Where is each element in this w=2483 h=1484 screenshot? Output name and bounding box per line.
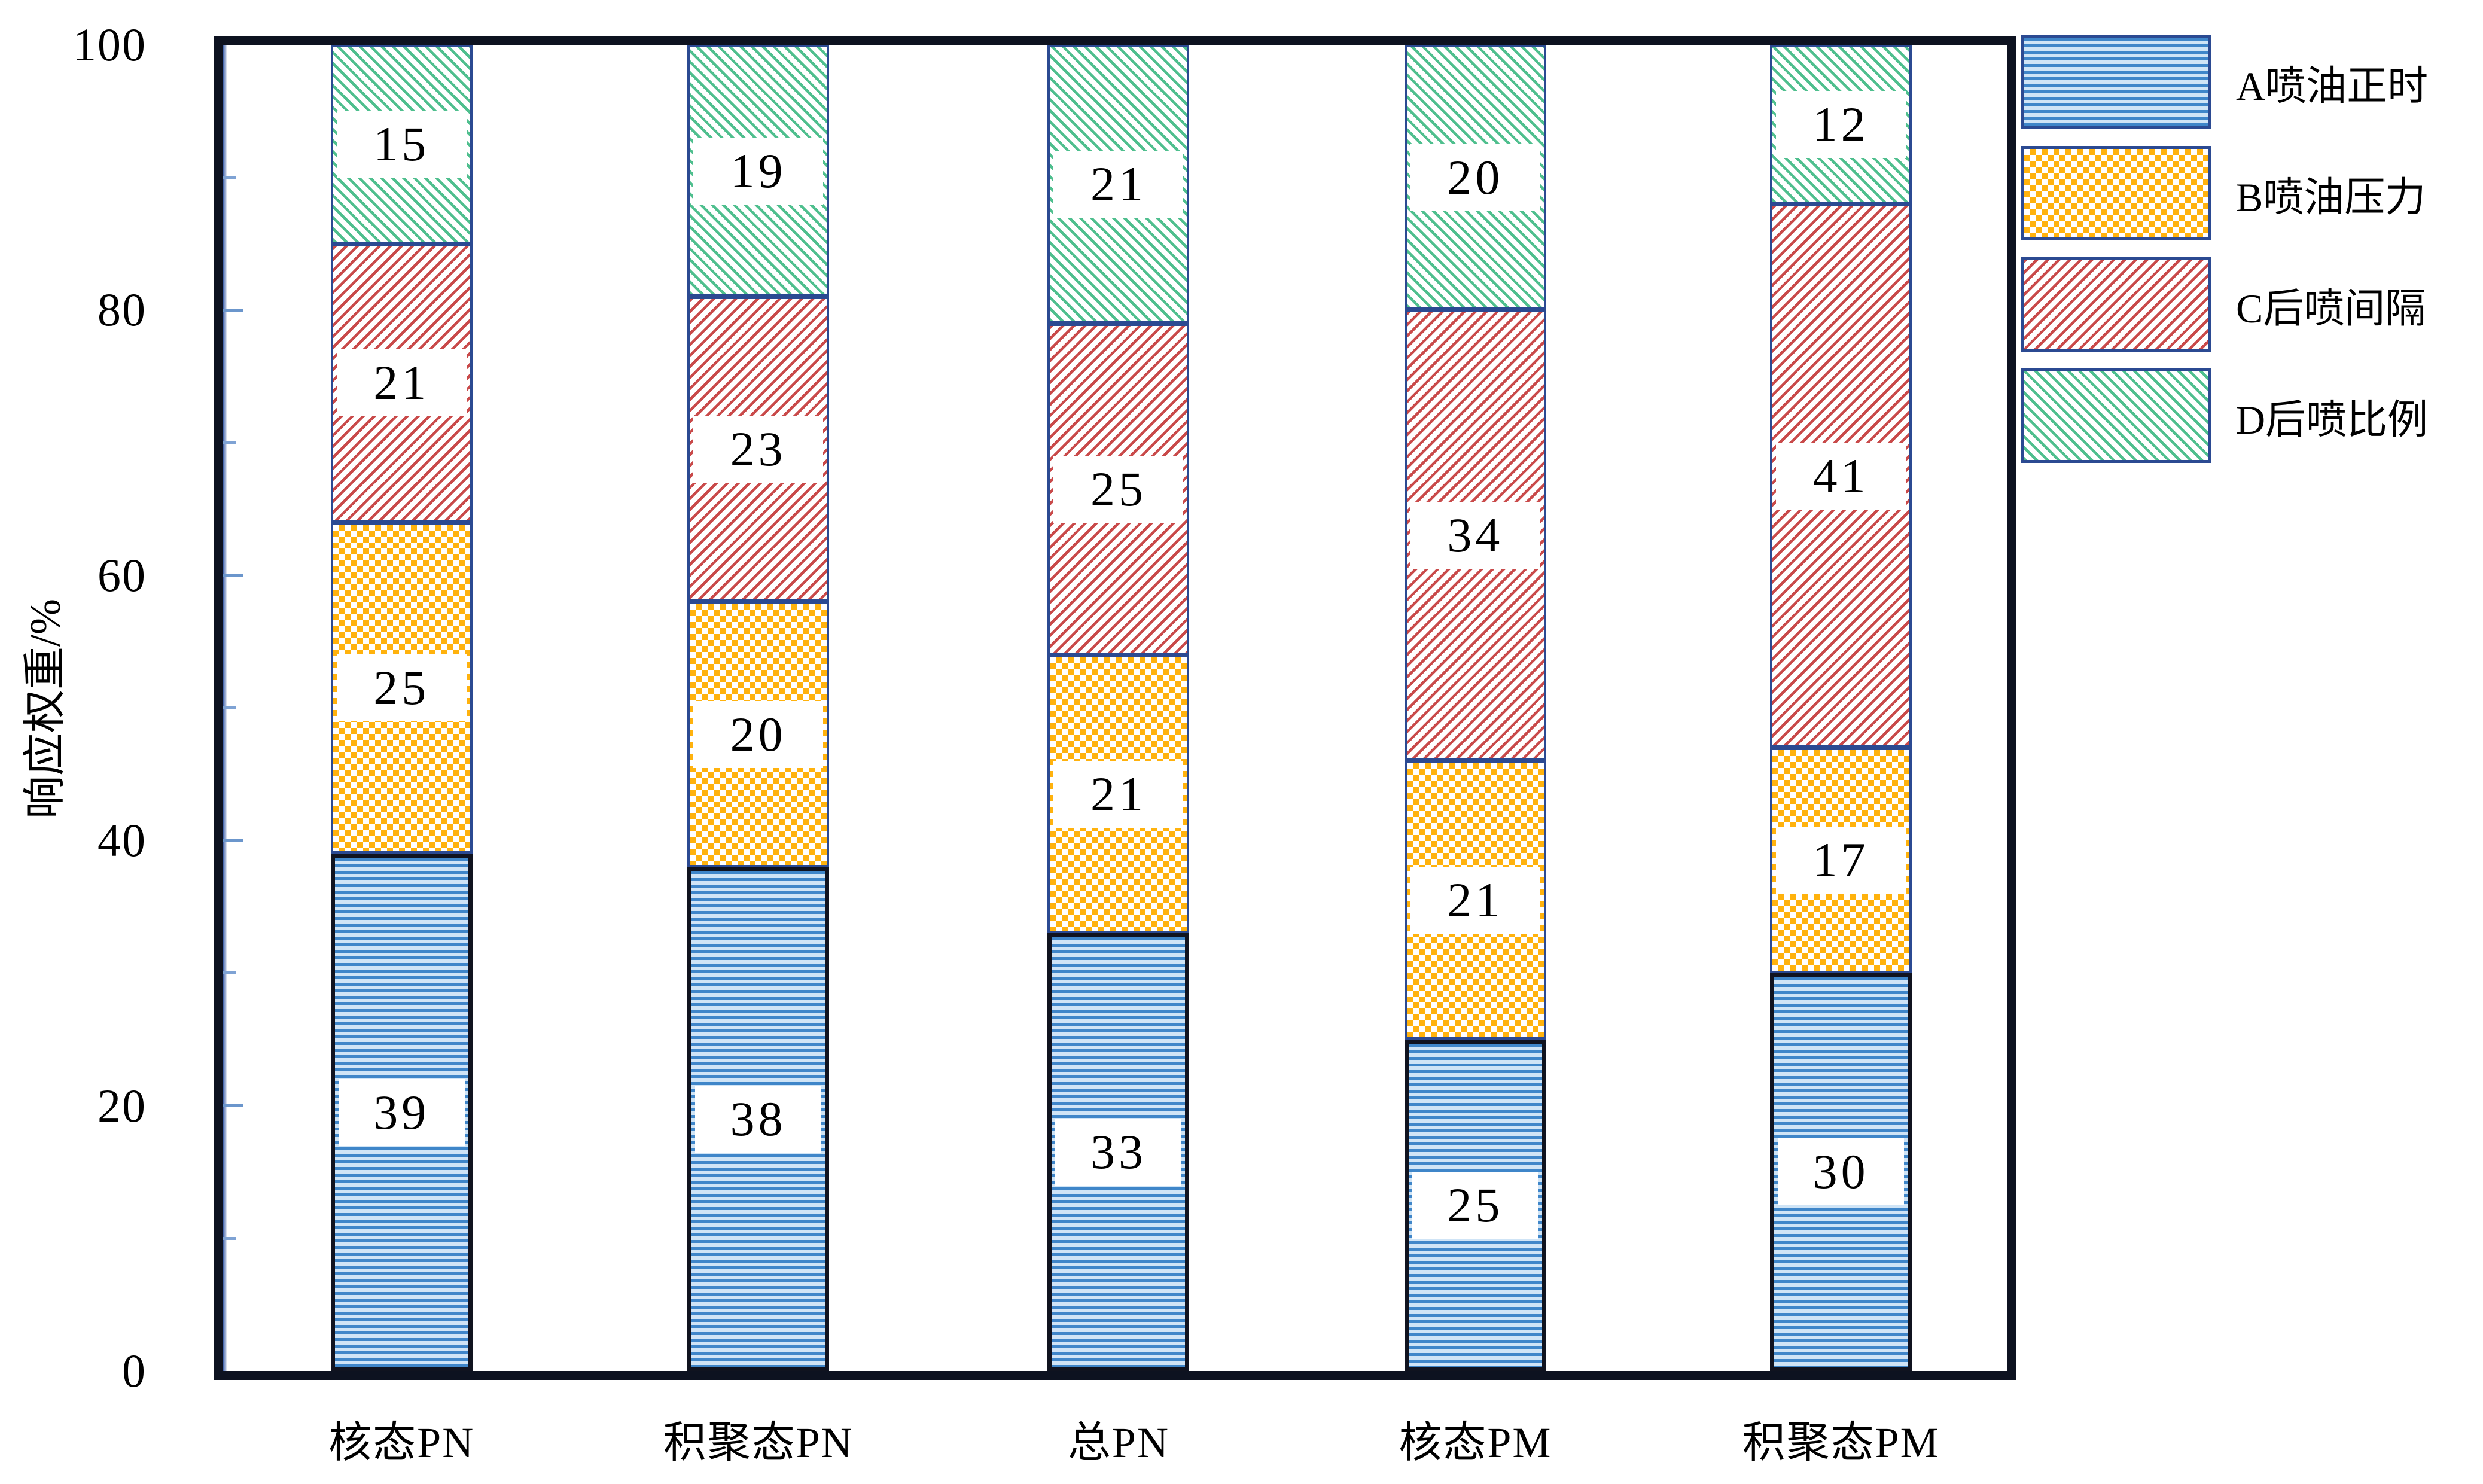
y-axis-title: 响应权重/%: [21, 599, 69, 819]
y-tick-label: 40: [98, 814, 147, 867]
value-label: 20: [693, 700, 824, 768]
legend-label: B喷油压力: [2236, 174, 2426, 220]
value-label: 25: [336, 654, 467, 722]
y-tick-label: 80: [98, 284, 147, 336]
value-label: 21: [1410, 866, 1540, 934]
y-tick-mark: [223, 971, 236, 975]
y-tick-mark: [223, 574, 243, 577]
y-tick-mark: [223, 308, 243, 312]
y-tick-mark: [223, 839, 243, 842]
y-tick-mark: [223, 706, 236, 709]
bar-segment-b: 25: [330, 522, 473, 854]
bar-segment-d: 21: [1047, 45, 1190, 324]
legend-label: C后喷间隔: [2236, 285, 2426, 331]
bar-segment-b: 21: [1404, 761, 1546, 1040]
legend-swatch-b: [2021, 146, 2211, 240]
value-label: 30: [1778, 1138, 1905, 1206]
bar-segment-b: 21: [1047, 654, 1190, 934]
bar-segment-b: 17: [1770, 748, 1912, 973]
value-label: 12: [1776, 91, 1906, 159]
value-label: 33: [1055, 1119, 1182, 1186]
legend-item-b: B喷油压力: [2021, 146, 2428, 240]
value-label: 34: [1410, 502, 1540, 569]
plot-inner: 39 25 21 15 38 20 23 19 33 21 25 21 25 21 34 20 30 17 41 12: [223, 45, 2007, 1371]
value-label: 21: [336, 349, 467, 417]
bar-segment-d: 20: [1404, 45, 1546, 310]
bar-segment-a: 30: [1770, 973, 1912, 1371]
bar-segment-c: 25: [1047, 323, 1190, 655]
bar-segment-d: 15: [330, 45, 473, 244]
bar-segment-b: 20: [687, 602, 830, 867]
y-tick-mark: [223, 176, 236, 179]
y-tick-label: 60: [98, 548, 147, 601]
y-tick-mark: [223, 1236, 236, 1240]
bar-segment-a: 38: [687, 867, 830, 1371]
bar-5: 30 17 41 12: [1770, 45, 1912, 1371]
legend-label: D后喷比例: [2236, 397, 2429, 443]
legend-item-c: C后喷间隔: [2021, 257, 2428, 352]
y-tick-label: 0: [122, 1345, 147, 1397]
value-label: 21: [1053, 150, 1184, 218]
bar-segment-c: 23: [687, 297, 830, 602]
bar-1: 39 25 21 15: [330, 45, 473, 1371]
bar-4: 25 21 34 20: [1404, 45, 1546, 1371]
y-tick-mark: [223, 441, 236, 444]
legend-swatch-a: [2021, 35, 2211, 129]
value-label: 15: [336, 111, 467, 178]
bar-segment-a: 33: [1047, 933, 1190, 1371]
legend-item-d: D后喷比例: [2021, 368, 2428, 463]
value-label: 21: [1053, 760, 1184, 828]
bar-2: 38 20 23 19: [687, 45, 830, 1371]
legend-swatch-c: [2021, 257, 2211, 352]
legend-swatch-d: [2021, 368, 2211, 463]
plot-area: 39 25 21 15 38 20 23 19 33 21 25 21 25 21 34 20 30 17 41 12: [214, 36, 2016, 1380]
x-tick-label: 积聚态PM: [1742, 1419, 1940, 1467]
bar-segment-c: 41: [1770, 204, 1912, 748]
value-label: 23: [693, 416, 824, 483]
value-label: 25: [1053, 455, 1184, 523]
bar-segment-d: 12: [1770, 45, 1912, 205]
bar-segment-a: 39: [330, 854, 473, 1371]
y-tick-label: 100: [73, 19, 147, 71]
bar-segment-d: 19: [687, 45, 830, 297]
y-tick-label: 20: [98, 1079, 147, 1132]
legend: A喷油正时 B喷油压力 C后喷间隔 D后喷比例: [2021, 35, 2428, 480]
legend-item-a: A喷油正时: [2021, 35, 2428, 129]
value-label: 39: [338, 1078, 465, 1146]
value-label: 19: [693, 137, 824, 205]
value-label: 20: [1410, 144, 1540, 211]
bar-segment-c: 21: [330, 243, 473, 523]
bar-segment-c: 34: [1404, 310, 1546, 761]
bar-segment-a: 25: [1404, 1039, 1546, 1371]
value-label: 41: [1776, 442, 1906, 510]
bar-3: 33 21 25 21: [1047, 45, 1190, 1371]
x-tick-label: 核态PM: [1399, 1419, 1552, 1467]
x-tick-label: 总PN: [1067, 1419, 1169, 1467]
x-tick-label: 核态PN: [328, 1419, 475, 1467]
value-label: 25: [1412, 1171, 1538, 1239]
x-tick-label: 积聚态PN: [663, 1419, 854, 1467]
y-tick-mark: [223, 1104, 243, 1108]
legend-label: A喷油正时: [2236, 63, 2429, 109]
value-label: 17: [1776, 827, 1906, 894]
value-label: 38: [695, 1085, 822, 1153]
